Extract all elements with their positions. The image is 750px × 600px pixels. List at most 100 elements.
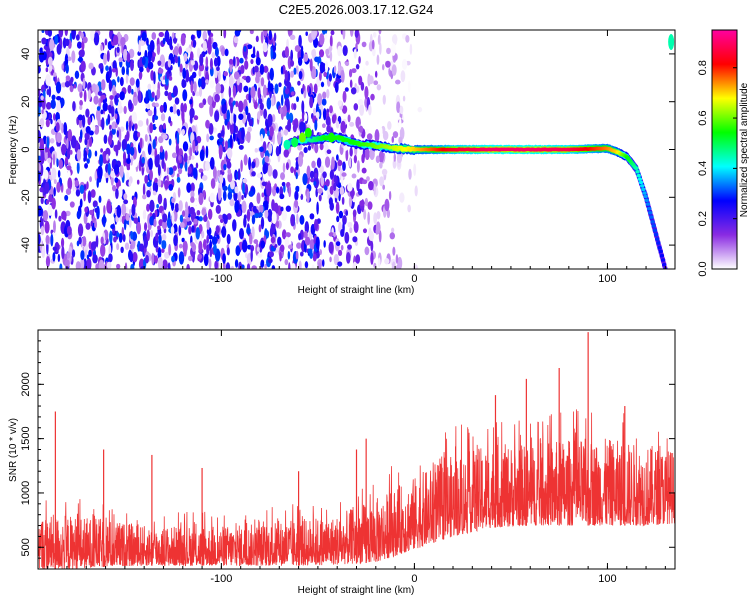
- spectrogram-noise-blob: [214, 46, 219, 57]
- spectrogram-noise-blob: [267, 71, 271, 81]
- spectrogram-noise-blob: [103, 205, 106, 216]
- spectrogram-noise-blob: [146, 181, 152, 187]
- spectrogram-noise-blob: [314, 56, 320, 63]
- spectrogram-noise-blob: [305, 31, 308, 36]
- spectrogram-noise-blob: [285, 205, 292, 212]
- spectrogram-noise-blob: [395, 254, 399, 264]
- spectrogram-noise-blob: [142, 209, 147, 220]
- y-tick-label: -20: [20, 189, 32, 205]
- spectrogram-noise-blob: [283, 149, 290, 158]
- spectrogram-noise-blob: [328, 197, 333, 206]
- spectrogram-noise-blob: [97, 114, 101, 127]
- spectrogram-noise-blob: [86, 181, 89, 190]
- spectrogram-noise-blob: [357, 188, 363, 196]
- spectrogram-noise-blob: [181, 210, 186, 218]
- spectrogram-noise-blob: [149, 122, 154, 134]
- spectrogram-noise-blob: [274, 83, 279, 94]
- spectrogram-noise-blob: [45, 101, 52, 110]
- spectrogram-track-cell: [657, 245, 662, 250]
- spectrogram-noise-blob: [284, 70, 289, 82]
- spectrogram-noise-blob: [198, 102, 204, 109]
- spectrogram-noise-blob: [126, 165, 131, 171]
- spectrogram-noise-blob: [232, 85, 237, 98]
- spectrogram-track-cell: [638, 180, 644, 185]
- spectrogram-noise-blob: [389, 232, 396, 240]
- spectrogram-noise-blob: [216, 66, 220, 72]
- spectrogram-noise-blob: [83, 150, 88, 160]
- snr-y-ticks: 500 1000 1500 2000: [20, 329, 675, 570]
- spectrogram-noise-blob: [190, 80, 194, 93]
- spectrogram-noise-blob: [202, 238, 207, 250]
- spectrogram-noise-blob: [166, 70, 169, 80]
- spectrogram-noise-blob: [108, 65, 112, 79]
- spectrogram-noise-blob: [243, 216, 247, 228]
- spectrogram-noise-blob: [56, 132, 62, 144]
- spectrogram-noise-blob: [71, 249, 76, 258]
- spectrogram-noise-blob: [373, 183, 377, 196]
- spectrogram-noise-blob: [171, 255, 176, 263]
- spectrogram-noise-blob: [104, 38, 108, 46]
- spectrogram-noise-blob: [190, 60, 195, 66]
- spectrogram-noise-blob: [335, 241, 341, 247]
- spectrogram-noise-blob: [275, 186, 280, 194]
- spectrogram-noise-blob: [311, 264, 315, 269]
- spectrogram-noise-blob: [250, 53, 256, 59]
- spectrogram-noise-blob: [89, 137, 93, 147]
- spectrogram-noise-blob: [255, 75, 260, 84]
- spectrogram-noise-blob: [328, 241, 334, 254]
- spectrogram-noise-blob: [202, 174, 208, 181]
- spectrogram-noise-blob: [342, 45, 348, 57]
- spectrogram-noise-blob: [209, 156, 215, 170]
- spectrogram-noise-blob: [222, 185, 228, 191]
- spectrogram-noise-blob: [399, 105, 404, 115]
- spectrogram-noise-layer: [38, 30, 423, 269]
- spectrogram-noise-blob: [364, 257, 369, 264]
- spectrogram-noise-blob: [199, 149, 205, 162]
- spectrogram-noise-blob: [106, 200, 112, 214]
- spectrogram-noise-blob: [196, 30, 202, 39]
- spectrogram-noise-blob: [187, 255, 193, 262]
- spectrogram-noise-blob: [387, 121, 392, 130]
- spectrogram-noise-blob: [314, 172, 318, 179]
- spectrogram-noise-blob: [157, 68, 164, 74]
- spectrogram-noise-blob: [175, 143, 180, 156]
- spectrogram-track-cell: [635, 169, 640, 174]
- spectrogram-noise-blob: [358, 126, 363, 133]
- spectrogram-noise-blob: [278, 82, 282, 88]
- spectrogram-noise-blob: [77, 114, 83, 121]
- spectrogram-noise-blob: [402, 95, 406, 102]
- spectrogram-noise-blob: [368, 104, 372, 116]
- spectrogram-noise-blob: [190, 155, 195, 160]
- spectrogram-noise-blob: [324, 33, 328, 40]
- figure-title: C2E5.2026.003.17.12.G24: [279, 2, 434, 17]
- spectrogram-noise-blob: [259, 63, 265, 75]
- spectrogram-noise-blob: [317, 93, 323, 106]
- spectrogram-noise-blob: [254, 212, 260, 219]
- spectrogram-noise-blob: [190, 196, 195, 203]
- spectrogram-noise-blob: [47, 204, 53, 216]
- spectrogram-noise-blob: [304, 221, 310, 234]
- spectrogram-noise-blob: [53, 113, 56, 121]
- spectrogram-noise-blob: [64, 194, 69, 202]
- spectrogram-noise-blob: [94, 207, 98, 213]
- spectrogram-noise-blob: [391, 136, 395, 143]
- spectrogram-noise-blob: [196, 209, 201, 216]
- spectrogram-noise-blob: [40, 217, 44, 227]
- spectrogram-noise-blob: [153, 255, 158, 264]
- spectrogram-noise-blob: [114, 113, 118, 120]
- spectrogram-noise-blob: [240, 64, 245, 74]
- spectrogram-noise-blob: [271, 265, 276, 269]
- spectrogram-noise-blob: [122, 151, 127, 163]
- spectrogram-noise-blob: [337, 100, 343, 107]
- spectrogram-noise-blob: [288, 262, 291, 269]
- spectrogram-noise-blob: [124, 262, 128, 269]
- spectrogram-noise-blob: [123, 219, 127, 231]
- spectrogram-noise-blob: [182, 141, 189, 152]
- spectrogram-noise-blob: [234, 200, 239, 214]
- spectrogram-track-cell: [645, 202, 651, 206]
- spectrogram-noise-blob: [185, 201, 188, 211]
- spectrogram-noise-blob: [64, 30, 68, 37]
- spectrogram-noise-blob: [60, 237, 65, 248]
- spectrogram-noise-blob: [100, 243, 106, 257]
- spectrogram-noise-blob: [150, 70, 155, 81]
